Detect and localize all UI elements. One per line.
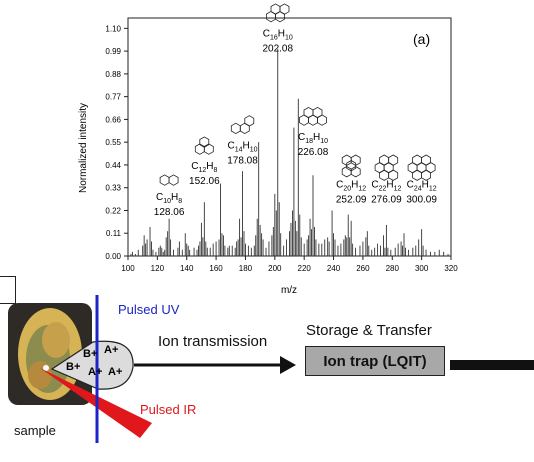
ion-label: B+ [66, 361, 80, 373]
formula-label: C18H10 [298, 132, 328, 145]
x-tick-label: 220 [298, 264, 312, 273]
x-tick-label: 260 [356, 264, 370, 273]
mass-label: 202.08 [262, 44, 293, 55]
mass-label: 276.09 [371, 195, 402, 206]
panel-label: (a) [413, 31, 430, 47]
mass-label: 152.06 [189, 176, 220, 187]
ion-label: A+ [108, 366, 122, 378]
y-tick-label: 0.00 [105, 252, 121, 261]
molecule-structure-icon [374, 154, 399, 181]
formula-label: C20H12 [336, 180, 366, 193]
molecule-structure-icon [299, 106, 327, 126]
mass-label: 226.08 [298, 147, 329, 158]
y-tick-label: 0.44 [105, 161, 121, 170]
y-tick-label: 0.22 [105, 206, 121, 215]
storage-transfer-label: Storage & Transfer [306, 322, 432, 339]
peak-annotation: C10H8 128.06 [154, 174, 185, 218]
ion-transmission-label: Ion transmission [158, 333, 268, 350]
formula-label: C10H8 [156, 192, 182, 205]
formula-label: C22H12 [371, 180, 401, 193]
y-tick-label: 0.66 [105, 115, 121, 124]
ion-label: A+ [104, 344, 118, 356]
x-tick-label: 140 [180, 264, 194, 273]
y-tick-label: 0.99 [105, 47, 121, 56]
y-tick-label: 1.10 [105, 24, 121, 33]
y-tick-label: 0.33 [105, 184, 121, 193]
x-tick-label: 300 [415, 264, 429, 273]
peak-annotation: C16H10 202.08 [262, 3, 293, 55]
mass-label: 178.08 [227, 155, 258, 166]
mass-label: 252.09 [336, 195, 367, 206]
molecule-structure-icon [266, 3, 290, 23]
y-tick-label: 0.11 [106, 229, 122, 238]
x-tick-label: 160 [209, 264, 223, 273]
frame-corner [0, 276, 16, 304]
x-tick-label: 120 [151, 264, 165, 273]
ion-label: B+ [83, 348, 97, 360]
sample-photo [8, 303, 92, 405]
peak-annotation: C22H12 276.09 [371, 154, 402, 206]
peak-annotation: C24H12 300.09 [406, 154, 437, 206]
formula-label: C16H10 [263, 29, 293, 42]
formula-label: C12H8 [191, 161, 217, 174]
x-tick-label: 280 [386, 264, 400, 273]
peak-annotation: C18H10 226.08 [298, 106, 329, 158]
experiment-schematic: B+ A+ B+ A+ A+ [8, 295, 534, 443]
sample-label: sample [14, 423, 56, 438]
molecule-structure-icon [230, 115, 255, 135]
formula-label: C24H12 [407, 180, 437, 193]
x-tick-label: 100 [121, 264, 135, 273]
peak-annotation: C20H12 252.09 [336, 154, 367, 206]
y-tick-label: 0.88 [105, 70, 121, 79]
pulsed-uv-label: Pulsed UV [118, 302, 180, 317]
molecule-structure-icon [159, 174, 179, 186]
y-axis-label: Normalized intensity [78, 103, 89, 193]
mass-spectrum-chart: 100 120 140 160 180 200 220 240 260 280 300 320 0.00… [78, 3, 458, 296]
ion-cloud [50, 340, 134, 390]
mass-label: 128.06 [154, 207, 185, 218]
molecule-structure-icon [341, 154, 361, 178]
mass-label: 300.09 [406, 195, 437, 206]
ion-label: A+ [88, 366, 102, 378]
molecule-structure-icon [194, 136, 214, 155]
chart-axes: 100 120 140 160 180 200 220 240 260 280 300 320 0.00… [105, 17, 458, 273]
peak-annotations: C10H8 128.06 C12H8 152.06 C14H10 178.08 C16H10… [154, 3, 437, 218]
x-tick-label: 200 [268, 264, 282, 273]
x-axis-label: m/z [281, 285, 297, 296]
peak-annotation: C14H10 178.08 [227, 115, 258, 166]
x-tick-label: 180 [239, 264, 253, 273]
ion-trap-label: Ion trap (LQIT) [323, 352, 427, 370]
output-bar [450, 360, 534, 370]
y-tick-label: 0.77 [105, 93, 121, 102]
peak-annotation: C12H8 152.06 [189, 136, 220, 187]
pulsed-ir-label: Pulsed IR [140, 402, 197, 417]
x-tick-label: 240 [327, 264, 341, 273]
molecule-structure-icon [407, 154, 436, 181]
formula-label: C14H10 [227, 140, 257, 153]
y-tick-label: 0.55 [105, 138, 121, 147]
ion-trap-box: Ion trap (LQIT) [305, 346, 445, 376]
arrow-head [280, 356, 296, 374]
x-tick-label: 320 [444, 264, 458, 273]
spectrum-peaks [130, 49, 449, 256]
